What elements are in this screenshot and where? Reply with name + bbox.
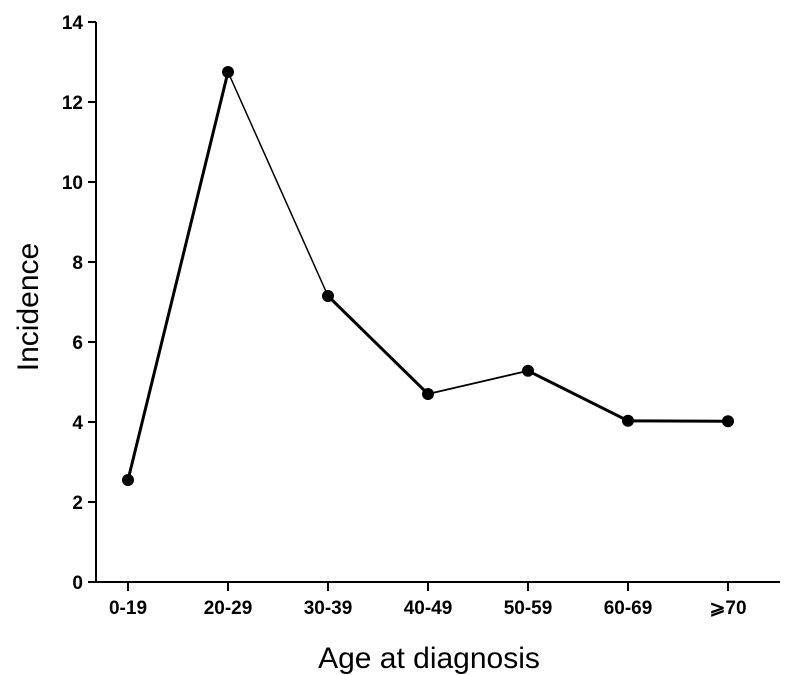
y-tick-label: 4 [72, 413, 83, 434]
data-point [122, 474, 134, 486]
x-tick-label: ⩾70 [709, 598, 746, 619]
y-tick-label: 12 [62, 93, 83, 114]
y-axis-title: Incidence [12, 243, 45, 371]
x-tick-label: 40-49 [404, 598, 453, 619]
x-tick-label: 20-29 [204, 598, 253, 619]
line-segment [126, 70, 230, 482]
y-axis: 0 2 4 6 8 10 12 14 [62, 13, 97, 594]
x-tick-label: 50-59 [504, 598, 553, 619]
data-point [722, 415, 734, 428]
y-tick-label: 2 [72, 493, 83, 514]
y-tick-label: 10 [62, 173, 83, 194]
line-segment [427, 369, 529, 395]
data-point [222, 66, 234, 78]
x-tick-label: 60-69 [604, 598, 653, 619]
data-series [122, 66, 734, 486]
y-tick-label: 14 [62, 13, 84, 34]
line-segment [227, 71, 329, 297]
y-tick-label: 0 [72, 573, 83, 594]
data-point [522, 364, 534, 377]
x-tick-label: 0-19 [109, 598, 147, 619]
x-axis: 0-19 20-29 30-39 40-49 50-59 60-69 ⩾70 [96, 581, 780, 619]
line-segment [526, 369, 630, 423]
x-axis-title: Age at diagnosis [318, 642, 540, 675]
y-tick-label: 6 [72, 333, 83, 354]
data-point [422, 388, 434, 400]
data-point [622, 414, 634, 427]
line-segment [326, 294, 430, 396]
x-tick-label: 30-39 [304, 598, 353, 619]
y-tick-label: 8 [72, 253, 83, 274]
data-point [322, 290, 334, 302]
